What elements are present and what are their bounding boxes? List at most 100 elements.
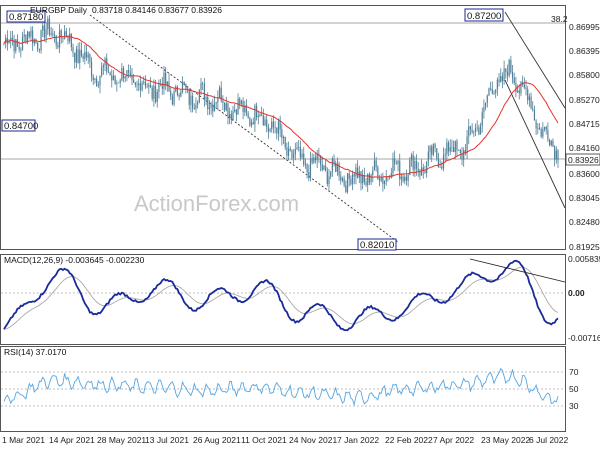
candle-body bbox=[415, 161, 418, 169]
candle-body bbox=[394, 158, 396, 164]
price-tick: 0.84715 bbox=[569, 119, 600, 129]
candle-body bbox=[37, 42, 39, 50]
candle-body bbox=[264, 119, 266, 126]
candle-body bbox=[58, 30, 61, 48]
marker-box-high-2022 bbox=[464, 8, 504, 22]
candle-body bbox=[65, 31, 67, 36]
candle-body bbox=[319, 155, 322, 165]
current-price-label: 0.83926 bbox=[568, 155, 599, 165]
candle-body bbox=[525, 87, 527, 90]
chart-symbol: EURGBP Daily bbox=[30, 5, 88, 15]
candle-body bbox=[496, 79, 498, 90]
candle-body bbox=[422, 167, 424, 172]
candle-body bbox=[427, 151, 429, 162]
candle-body bbox=[533, 109, 536, 121]
candle-body bbox=[32, 30, 34, 44]
time-tick: 28 May 2021 bbox=[97, 435, 146, 445]
rsi-panel-frame bbox=[0, 346, 566, 432]
candle-body bbox=[506, 71, 509, 76]
candle-body bbox=[294, 149, 296, 155]
candle-body bbox=[101, 67, 103, 76]
candle-body bbox=[252, 122, 254, 125]
channel-upper-line bbox=[504, 11, 566, 109]
candle-body bbox=[378, 178, 381, 181]
price-axis: 0.86995 0.86395 0.85800 0.85270 0.84715 … bbox=[569, 22, 600, 252]
watermark: ActionForex.com bbox=[134, 191, 299, 216]
time-tick: 23 May 2022 bbox=[481, 435, 530, 445]
candle-body bbox=[461, 152, 463, 160]
candle-body bbox=[266, 119, 268, 128]
candle-body bbox=[444, 154, 446, 156]
candle-body bbox=[508, 59, 510, 76]
candle-body bbox=[245, 105, 248, 114]
candle-body bbox=[459, 150, 461, 153]
candle-body bbox=[257, 115, 259, 118]
candle-body bbox=[451, 147, 453, 148]
candle-body bbox=[92, 76, 94, 81]
candle-body bbox=[87, 54, 89, 58]
candle-body bbox=[229, 114, 231, 118]
channel-lower-line bbox=[504, 79, 566, 209]
candle-body bbox=[6, 37, 8, 44]
candle-body bbox=[223, 102, 226, 111]
candle-body bbox=[146, 86, 148, 87]
time-tick: 14 Apr 2021 bbox=[49, 435, 95, 445]
price-tick: 0.83600 bbox=[569, 169, 600, 179]
candle-body bbox=[399, 160, 401, 180]
candle-body bbox=[547, 130, 549, 140]
candle-body bbox=[407, 175, 409, 181]
candle-body bbox=[481, 112, 483, 127]
candle-body bbox=[500, 76, 502, 82]
candle-body bbox=[493, 92, 495, 94]
candle-body bbox=[90, 61, 93, 77]
candle-body bbox=[442, 155, 445, 169]
candle-body bbox=[495, 89, 497, 93]
candle-body bbox=[255, 105, 258, 118]
candle-body bbox=[143, 81, 145, 83]
candle-body bbox=[537, 127, 539, 129]
candle-body bbox=[55, 35, 57, 46]
candle-body bbox=[26, 31, 29, 42]
candle-body bbox=[390, 173, 392, 178]
candle-body bbox=[368, 174, 371, 183]
candle-body bbox=[271, 121, 273, 130]
candle-body bbox=[99, 75, 101, 86]
candle-body bbox=[175, 86, 177, 92]
candle-body bbox=[424, 171, 426, 174]
candle-body bbox=[3, 43, 5, 44]
candle-body bbox=[367, 174, 369, 186]
candle-body bbox=[513, 77, 515, 84]
candle-body bbox=[188, 89, 190, 105]
candle-body bbox=[112, 75, 115, 81]
candle-body bbox=[380, 177, 382, 181]
candle-body bbox=[62, 37, 64, 39]
candle-body bbox=[488, 88, 490, 96]
candle-body bbox=[131, 75, 133, 80]
candle-body bbox=[111, 75, 113, 81]
marker-high-2022: 0.87200 bbox=[467, 11, 501, 22]
candle-body bbox=[299, 146, 301, 158]
price-tick: 0.84160 bbox=[569, 143, 600, 153]
candle-body bbox=[328, 176, 330, 185]
candle-body bbox=[284, 136, 286, 148]
candle-body bbox=[346, 173, 349, 193]
candle-body bbox=[94, 78, 96, 81]
candle-body bbox=[149, 84, 152, 88]
candle-body bbox=[144, 81, 147, 87]
candle-body bbox=[244, 105, 246, 112]
candle-body bbox=[287, 148, 290, 156]
macd-axis-top: 0.005835 bbox=[568, 254, 600, 264]
candle-body bbox=[348, 173, 350, 179]
candle-body bbox=[215, 102, 217, 104]
candle-body bbox=[309, 158, 312, 178]
candle-body bbox=[554, 146, 556, 160]
candle-body bbox=[338, 163, 340, 177]
candle-body bbox=[311, 158, 313, 163]
candle-body bbox=[373, 160, 376, 171]
candle-body bbox=[16, 39, 19, 47]
candle-body bbox=[121, 68, 123, 81]
candle-body bbox=[515, 83, 517, 92]
candle-body bbox=[191, 95, 194, 109]
candle-body bbox=[372, 170, 374, 176]
rsi-label: RSI(14) 37.0170 bbox=[4, 347, 67, 357]
